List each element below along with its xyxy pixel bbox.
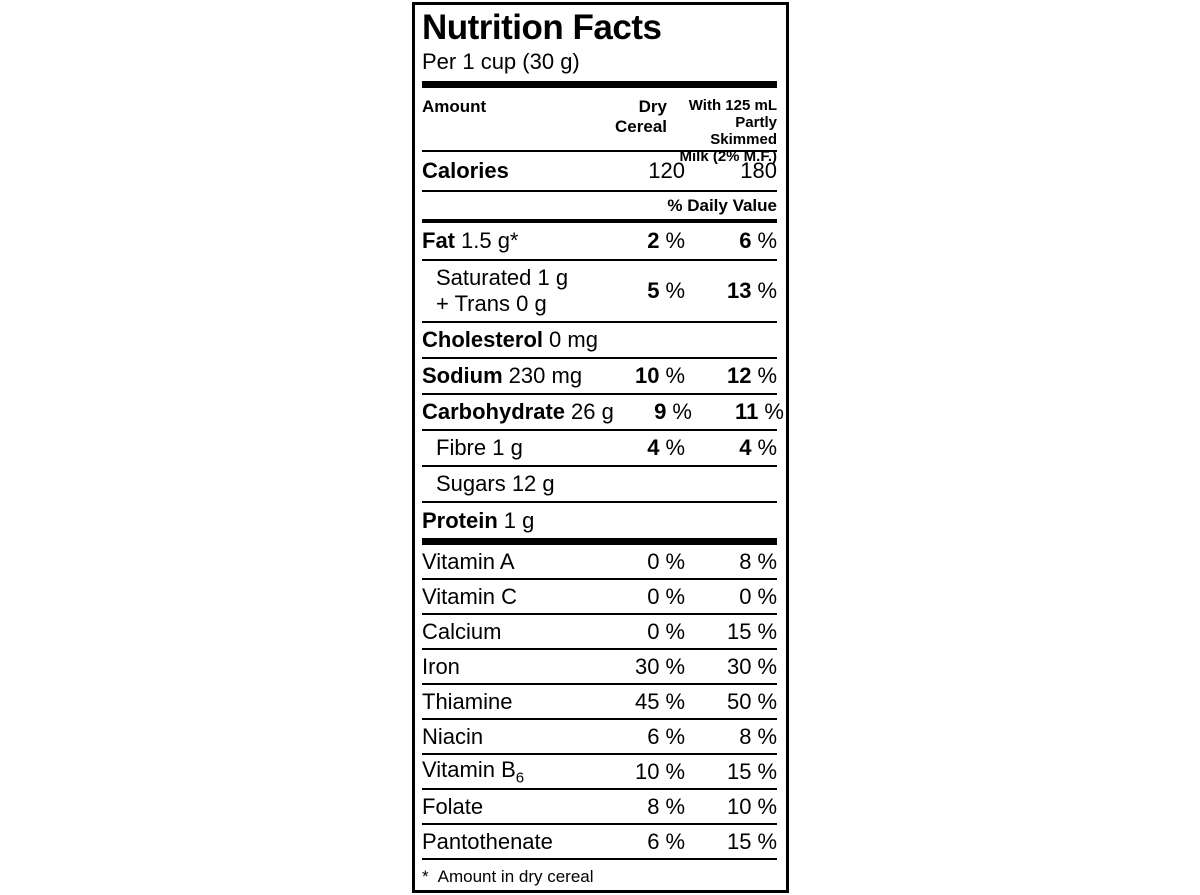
column-header-milk: With 125 mL Partly Skimmed Milk (2% M.F.… xyxy=(667,97,777,165)
thiamine-value-milk: 50% xyxy=(726,688,777,714)
row-vitamin-c: Vitamin C 0% 0% xyxy=(422,580,777,615)
row-folate: Folate 8% 10% xyxy=(422,790,777,825)
calories-value-milk: 180 xyxy=(740,158,777,183)
thick-divider-vitamins xyxy=(422,538,777,545)
vitamin-b6-subscript: 6 xyxy=(515,769,525,787)
folate-label: Folate xyxy=(422,793,484,819)
sodium-value-dry: 10% xyxy=(634,363,685,388)
row-iron: Iron 30% 30% xyxy=(422,650,777,685)
column-header-row: Amount Dry Cereal With 125 mL Partly Ski… xyxy=(422,88,777,165)
row-pantothenate: Pantothenate 6% 15% xyxy=(422,825,777,860)
row-cholesterol: Cholesterol 0 mg xyxy=(422,323,777,359)
fat-value-dry: 2% xyxy=(647,228,685,253)
column-header-dry-cereal: Dry Cereal xyxy=(615,97,667,136)
niacin-value-milk: 8% xyxy=(739,723,777,749)
vitamin-a-label: Vitamin A xyxy=(422,548,515,574)
thick-divider-top xyxy=(422,81,777,88)
row-saturated-trans: Saturated 1 g + Trans 0 g 5% 13% xyxy=(422,261,777,323)
column-header-amount: Amount xyxy=(422,97,487,116)
fibre-value-milk: 4% xyxy=(739,435,777,460)
calories-label: Calories xyxy=(422,158,509,183)
fibre-value-dry: 4% xyxy=(647,435,685,460)
thiamine-label: Thiamine xyxy=(422,688,513,714)
saturated-label-line1: Saturated 1 g xyxy=(436,265,569,290)
carbohydrate-value-dry: 9% xyxy=(654,399,692,424)
column-header-milk-line1: With 125 mL xyxy=(688,97,777,114)
calcium-value-dry: 0% xyxy=(647,618,685,644)
protein-label: Protein 1 g xyxy=(422,507,535,533)
vitamin-a-value-milk: 8% xyxy=(739,548,777,574)
carbohydrate-value-milk: 11% xyxy=(735,399,784,424)
row-protein: Protein 1 g xyxy=(422,503,777,538)
vitamin-b6-value-milk: 15% xyxy=(726,758,777,784)
pantothenate-value-milk: 15% xyxy=(726,828,777,854)
vitamin-c-value-milk: 0% xyxy=(739,583,777,609)
row-niacin: Niacin 6% 8% xyxy=(422,720,777,755)
footnote: * Amount in dry cereal xyxy=(422,860,777,887)
row-fat: Fat 1.5 g* 2% 6% xyxy=(422,223,777,261)
iron-value-milk: 30% xyxy=(726,653,777,679)
row-vitamin-b6: Vitamin B6 10% 15% xyxy=(422,755,777,790)
row-sugars: Sugars 12 g xyxy=(422,467,777,503)
carbohydrate-label: Carbohydrate 26 g xyxy=(422,399,614,424)
iron-value-dry: 30% xyxy=(634,653,685,679)
vitamin-c-value-dry: 0% xyxy=(647,583,685,609)
row-calories: Calories 120 180 xyxy=(422,152,777,192)
column-header-milk-line3: Milk (2% M.F.) xyxy=(679,148,777,165)
saturated-value-milk: 13% xyxy=(726,278,777,303)
pantothenate-label: Pantothenate xyxy=(422,828,553,854)
footnote-asterisk: * xyxy=(422,867,429,886)
thiamine-value-dry: 45% xyxy=(634,688,685,714)
folate-value-milk: 10% xyxy=(726,793,777,819)
vitamin-b6-label: Vitamin B6 xyxy=(422,756,525,787)
calcium-label: Calcium xyxy=(422,618,502,644)
column-header-milk-line2: Partly Skimmed xyxy=(710,114,777,148)
sodium-value-milk: 12% xyxy=(726,363,777,388)
daily-value-header: % Daily Value xyxy=(422,192,777,223)
trans-label-line2: + Trans 0 g xyxy=(436,291,547,316)
row-sodium: Sodium 230 mg 10% 12% xyxy=(422,359,777,395)
cholesterol-label: Cholesterol 0 mg xyxy=(422,327,598,352)
row-carbohydrate: Carbohydrate 26 g 9% 11% xyxy=(422,395,784,431)
nutrition-facts-label: Nutrition Facts Per 1 cup (30 g) Amount … xyxy=(412,2,789,893)
footnote-text: Amount in dry cereal xyxy=(437,867,594,886)
folate-value-dry: 8% xyxy=(647,793,685,819)
sodium-label: Sodium 230 mg xyxy=(422,363,583,388)
sugars-label: Sugars 12 g xyxy=(436,471,555,496)
fat-value-milk: 6% xyxy=(739,228,777,253)
calcium-value-milk: 15% xyxy=(726,618,777,644)
row-calcium: Calcium 0% 15% xyxy=(422,615,777,650)
fat-label: Fat 1.5 g* xyxy=(422,228,519,253)
daily-value-text: % Daily Value xyxy=(667,195,777,215)
row-vitamin-a: Vitamin A 0% 8% xyxy=(422,545,777,580)
serving-size: Per 1 cup (30 g) xyxy=(422,49,580,74)
fibre-label: Fibre 1 g xyxy=(436,435,523,460)
row-thiamine: Thiamine 45% 50% xyxy=(422,685,777,720)
calories-value-dry: 120 xyxy=(648,158,685,183)
vitamin-b6-value-dry: 10% xyxy=(634,758,685,784)
niacin-value-dry: 6% xyxy=(647,723,685,749)
niacin-label: Niacin xyxy=(422,723,484,749)
row-fibre: Fibre 1 g 4% 4% xyxy=(422,431,777,467)
saturated-value-dry: 5% xyxy=(647,278,685,303)
vitamin-a-value-dry: 0% xyxy=(647,548,685,574)
saturated-trans-label: Saturated 1 g + Trans 0 g xyxy=(422,265,607,317)
pantothenate-value-dry: 6% xyxy=(647,828,685,854)
label-title: Nutrition Facts xyxy=(422,8,662,47)
vitamin-c-label: Vitamin C xyxy=(422,583,517,609)
iron-label: Iron xyxy=(422,653,460,679)
